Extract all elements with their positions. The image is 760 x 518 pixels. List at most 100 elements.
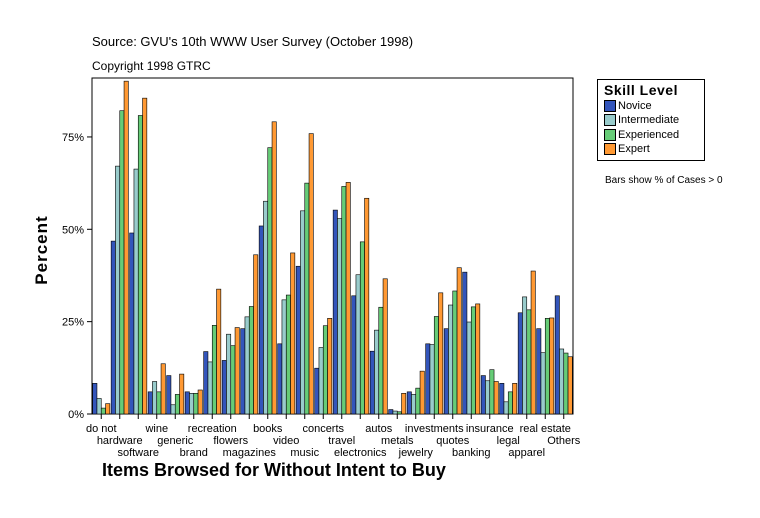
bar [456, 267, 462, 415]
bar [156, 391, 162, 415]
bar [248, 306, 254, 415]
x-tick-label: jewelry [398, 447, 434, 459]
bar [304, 182, 310, 415]
bar [295, 265, 301, 415]
bar [263, 200, 269, 415]
bar [536, 328, 542, 415]
bar [142, 97, 148, 415]
bar [193, 393, 199, 415]
x-tick-label: Others [547, 435, 581, 447]
chart-copyright: Copyright 1998 GTRC [92, 59, 211, 73]
x-tick-label: recreation [188, 423, 237, 435]
x-tick-label: legal [497, 435, 520, 447]
bar [378, 306, 384, 415]
bar [415, 387, 421, 415]
legend-swatch-novice [604, 100, 616, 112]
legend-label-intermediate: Intermediate [618, 114, 680, 126]
bar [462, 271, 468, 415]
bar [540, 352, 546, 415]
bar [285, 294, 291, 415]
bar [277, 343, 283, 415]
bar [160, 363, 166, 415]
bar [123, 80, 129, 415]
bar [401, 393, 407, 415]
chart-note: Bars show % of Cases > 0 [605, 175, 723, 186]
bar [443, 328, 449, 415]
bar [258, 225, 264, 415]
x-tick-label: banking [452, 447, 491, 459]
x-tick-label: insurance [466, 423, 514, 435]
bar [448, 304, 454, 415]
x-tick-label: investments [405, 423, 464, 435]
y-tick-label: 50% [62, 224, 84, 236]
x-tick-label: magazines [223, 447, 277, 459]
bar [425, 343, 431, 415]
y-tick-label: 0% [68, 409, 84, 421]
bar [355, 274, 361, 415]
x-tick-label: real estate [520, 423, 571, 435]
bar [351, 295, 357, 415]
bar [152, 381, 158, 415]
bar [429, 344, 435, 415]
bar [480, 375, 486, 415]
bar [499, 383, 505, 415]
x-tick-label: brand [180, 447, 208, 459]
bar [503, 401, 509, 415]
bar [267, 147, 273, 415]
x-tick-label: electronics [334, 447, 387, 459]
x-tick-label: hardware [97, 435, 143, 447]
bar [466, 321, 472, 415]
bar [281, 299, 287, 415]
bar [512, 383, 518, 415]
legend-item-intermediate: Intermediate [604, 114, 679, 128]
bar [174, 394, 180, 415]
bar [359, 241, 365, 415]
bar [563, 352, 569, 415]
bar [522, 296, 528, 415]
bar [470, 306, 476, 415]
legend-swatch-experienced [604, 129, 616, 141]
bar [489, 369, 495, 415]
bar [392, 410, 398, 415]
bar [314, 367, 320, 415]
legend-swatch-intermediate [604, 114, 616, 126]
bar [419, 370, 425, 415]
bar [388, 409, 394, 415]
chart-source-title: Source: GVU's 10th WWW User Survey (Octo… [92, 34, 414, 49]
bar [115, 165, 121, 415]
bar [526, 309, 532, 415]
bar [189, 393, 195, 415]
x-tick-label: do not [86, 423, 117, 435]
bar [119, 110, 125, 415]
legend-title: Skill Level [604, 82, 678, 98]
bar [203, 351, 209, 415]
x-tick-label: autos [365, 423, 392, 435]
bar [396, 411, 402, 415]
bar [318, 347, 324, 415]
bar [96, 398, 102, 415]
legend-label-expert: Expert [618, 143, 650, 155]
bar [438, 292, 444, 415]
bar [110, 240, 116, 415]
legend: Skill Level Novice Intermediate Experien… [597, 79, 705, 161]
bar [544, 318, 550, 415]
x-tick-label: video [273, 435, 299, 447]
bar [332, 209, 338, 415]
bar [345, 182, 351, 415]
bar [300, 210, 306, 415]
bar [253, 254, 259, 415]
bar [170, 404, 176, 415]
legend-swatch-expert [604, 143, 616, 155]
bar [308, 133, 314, 415]
x-tick-label: flowers [213, 435, 248, 447]
bar [485, 380, 491, 415]
bar [411, 394, 417, 415]
bar [147, 391, 153, 415]
bar [221, 360, 227, 415]
bar [493, 381, 499, 415]
bar [337, 218, 343, 415]
bar [92, 383, 98, 415]
x-tick-label: books [253, 423, 283, 435]
bar [554, 295, 560, 415]
